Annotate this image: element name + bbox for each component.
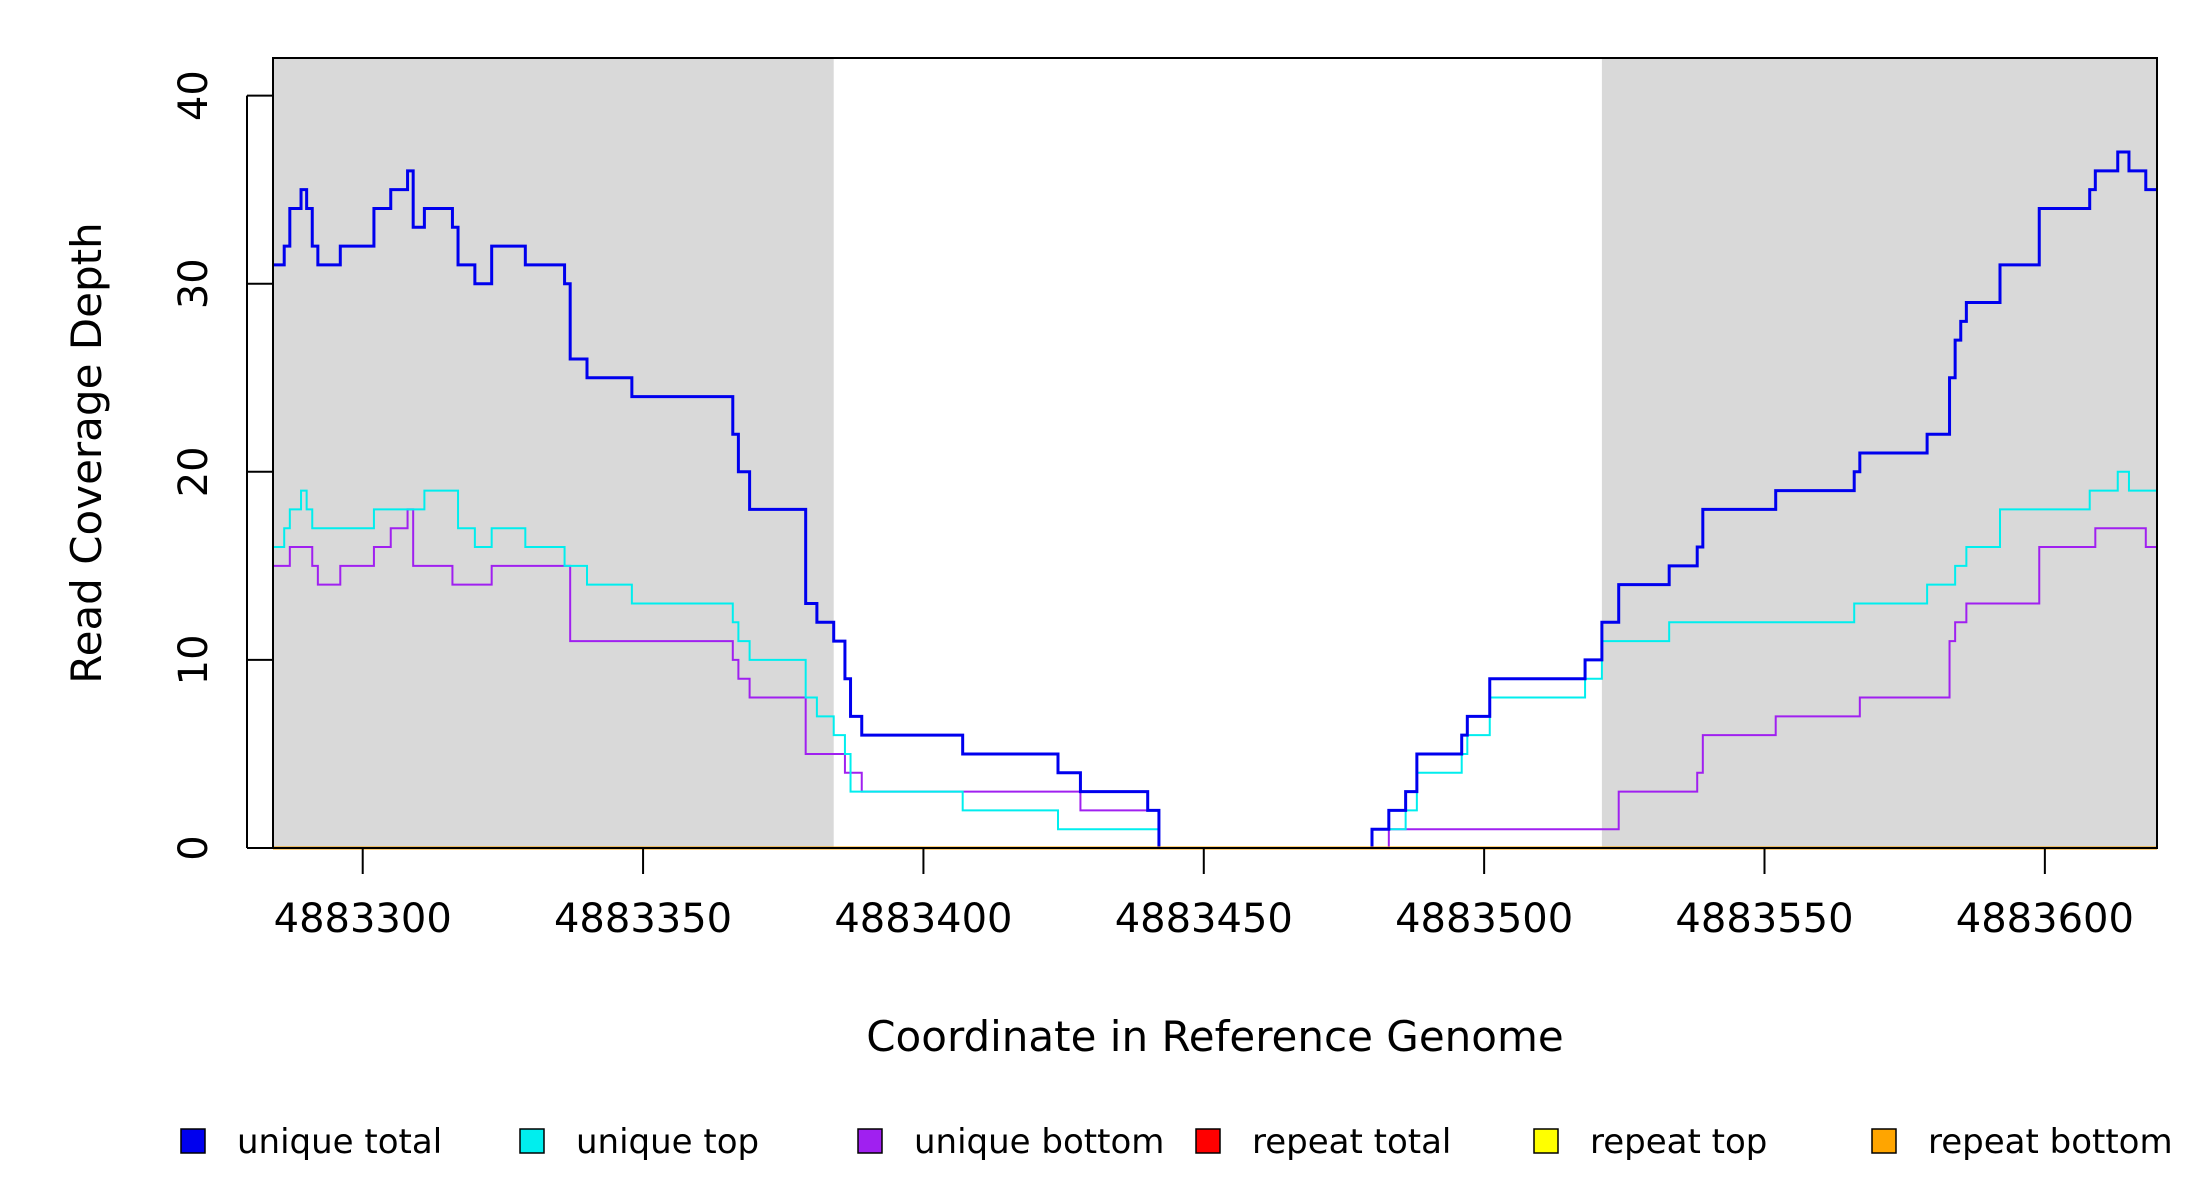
legend-item-unique-bottom: unique bottom	[857, 1122, 1164, 1162]
legend: unique total unique top unique bottom repea…	[180, 1122, 2173, 1162]
legend-swatch	[1195, 1128, 1221, 1154]
series-line-unique-top	[273, 470, 2157, 849]
legend-swatch	[1871, 1128, 1897, 1154]
x-tick-label: 4883450	[1115, 896, 1293, 942]
x-tick-label: 4883600	[1956, 896, 2134, 942]
x-tick-label: 4883500	[1395, 896, 1573, 942]
y-tick-label: 10	[171, 634, 217, 685]
legend-swatch	[519, 1128, 545, 1154]
y-tick-label: 40	[171, 70, 217, 121]
legend-swatch	[180, 1128, 206, 1154]
y-tick-label: 20	[171, 446, 217, 497]
legend-item-repeat-top: repeat top	[1533, 1122, 1767, 1162]
y-axis: 0 10 20 30 40	[171, 70, 273, 861]
y-tick-label: 30	[171, 258, 217, 309]
x-tick-label: 4883400	[834, 896, 1012, 942]
legend-item-unique-top: unique top	[519, 1122, 759, 1162]
legend-swatch	[857, 1128, 883, 1154]
legend-label: unique total	[237, 1122, 442, 1162]
legend-label: repeat bottom	[1928, 1122, 2173, 1162]
series-line-unique-total	[273, 150, 2157, 850]
plot-frame	[272, 57, 2158, 849]
y-tick-label: 0	[171, 835, 217, 860]
x-axis-title: Coordinate in Reference Genome	[866, 1012, 1564, 1061]
x-tick-label: 4883350	[554, 896, 732, 942]
y-axis-title: Read Coverage Depth	[62, 222, 111, 683]
legend-label: unique bottom	[914, 1122, 1164, 1162]
legend-label: unique top	[576, 1122, 759, 1162]
legend-label: repeat top	[1590, 1122, 1767, 1162]
x-tick-label: 4883300	[274, 896, 452, 942]
legend-label: repeat total	[1252, 1122, 1451, 1162]
legend-item-repeat-total: repeat total	[1195, 1122, 1451, 1162]
x-tick-label: 4883550	[1675, 896, 1853, 942]
legend-swatch	[1533, 1128, 1559, 1154]
legend-item-repeat-bottom: repeat bottom	[1871, 1122, 2173, 1162]
x-axis: 4883300 4883350 4883400 4883450 4883500 48835…	[274, 848, 2134, 942]
legend-item-unique-total: unique total	[180, 1122, 442, 1162]
shaded-region-1	[273, 58, 834, 848]
